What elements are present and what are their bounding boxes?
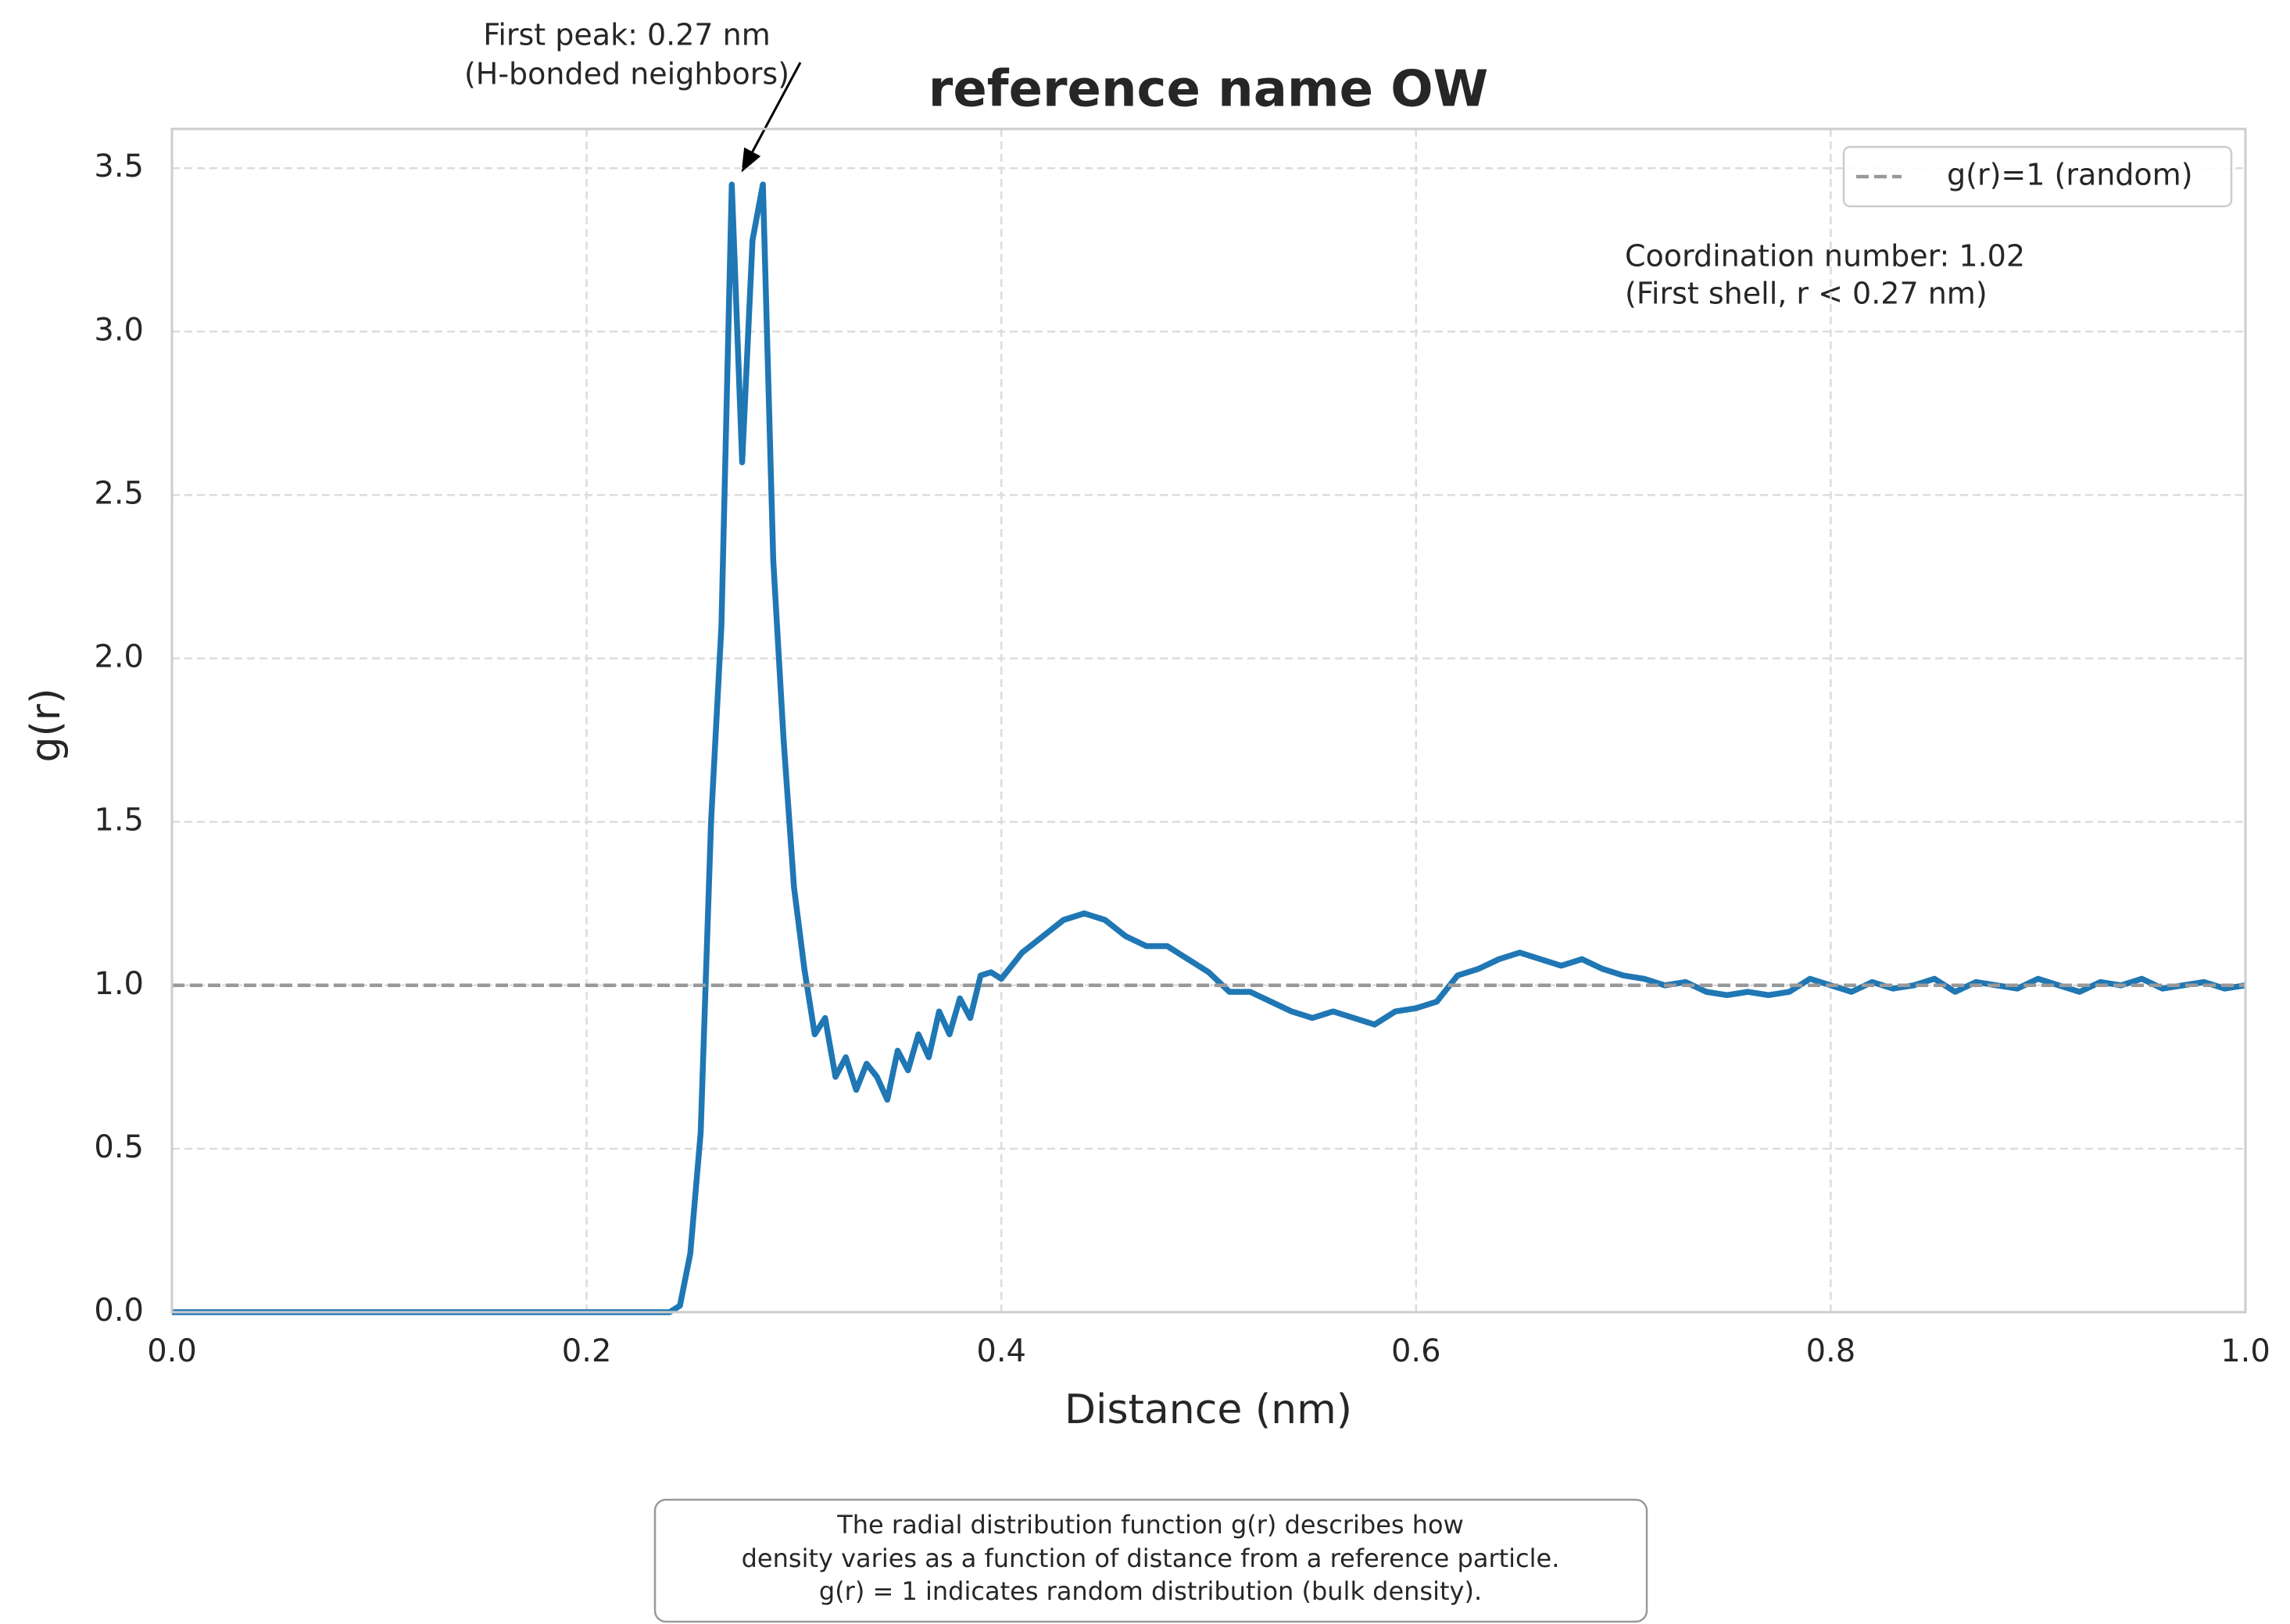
x-tick-label: 0.2 [562,1333,612,1369]
y-tick-label: 3.0 [94,312,144,348]
coordination-note: Coordination number: 1.02 [1625,239,2025,274]
y-tick-label: 2.5 [94,475,144,511]
y-tick-label: 0.0 [94,1293,144,1329]
caption-box [653,1498,1648,1623]
y-tick-label: 2.0 [94,639,144,675]
annotation-text: First peak: 0.27 nm [483,18,771,52]
annotation-text: (H-bonded neighbors) [464,57,789,91]
y-axis-label: g(r) [23,689,70,763]
y-tick-label: 1.5 [94,803,144,839]
annotation-arrow [741,62,802,173]
x-axis-label: Distance (nm) [1064,1386,1352,1433]
legend-label: g(r)=1 (random) [1947,158,2193,192]
x-tick-label: 0.4 [976,1333,1026,1369]
x-tick-label: 1.0 [2220,1333,2270,1369]
legend-box [1842,145,2233,208]
coordination-note: (First shell, r < 0.27 nm) [1625,277,1988,311]
x-tick-label: 0.0 [147,1333,197,1369]
x-tick-label: 0.8 [1806,1333,1856,1369]
caption-text: g(r) = 1 indicates random distribution (… [819,1576,1482,1606]
y-tick-label: 3.5 [94,148,144,184]
chart-title: reference name OW [929,61,1489,119]
data-line [172,181,2246,1315]
y-tick-label: 1.0 [94,966,144,1002]
caption-text: The radial distribution function g(r) de… [836,1510,1464,1540]
caption-text: density varies as a function of distance… [742,1544,1560,1573]
y-tick-label: 0.5 [94,1129,144,1165]
plot-frame [170,127,2247,1314]
x-tick-label: 0.6 [1391,1333,1441,1369]
